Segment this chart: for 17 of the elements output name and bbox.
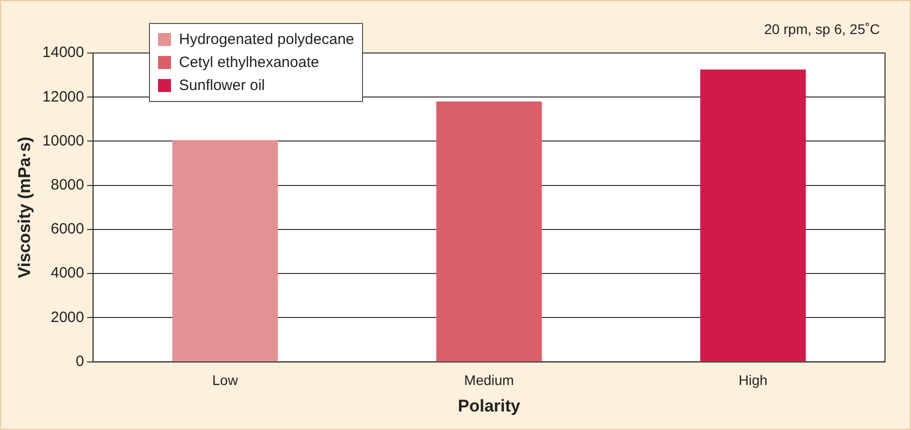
x-tick-label: High <box>738 372 768 388</box>
y-tick-label: 6000 <box>50 220 84 238</box>
text: 20 rpm, sp 6, 25˚C <box>764 21 880 37</box>
legend-label: Sunflower oil <box>178 76 266 96</box>
y-tick-label: 14000 <box>42 44 84 62</box>
y-tick-label: 2000 <box>50 308 84 326</box>
legend-label: Hydrogenated polydecane <box>178 30 354 50</box>
y-tick-label: 4000 <box>50 264 84 282</box>
y-axis-title: Viscosity (mPa·s) <box>14 136 34 278</box>
x-tick-label: Medium <box>464 372 514 388</box>
y-tick-label: 12000 <box>42 88 84 106</box>
y-tick-label: 10000 <box>42 132 84 150</box>
legend-label: Cetyl ethylhexanoate <box>178 53 320 73</box>
x-tick-label: Low <box>212 372 239 388</box>
x-axis-title: Polarity <box>458 396 521 416</box>
y-tick-label: 0 <box>76 352 84 370</box>
y-tick-label: 8000 <box>50 176 84 194</box>
